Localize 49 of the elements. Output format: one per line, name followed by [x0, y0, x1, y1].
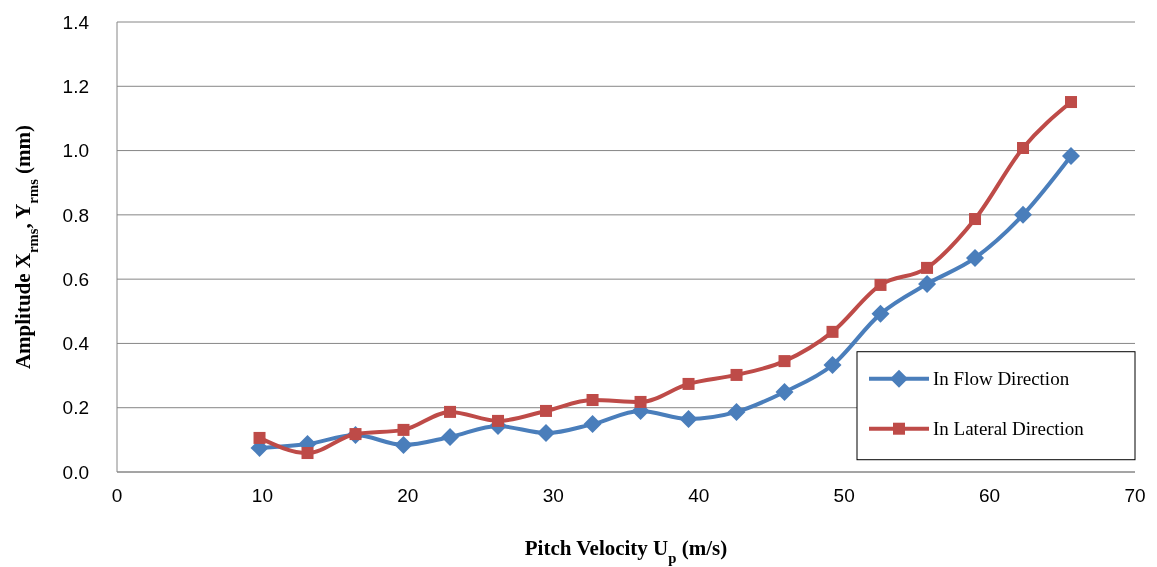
point: [775, 382, 794, 401]
point: [871, 304, 890, 323]
point: [778, 355, 791, 368]
y-tick-label: 0.2: [62, 397, 89, 419]
point: [1065, 96, 1078, 109]
point: [918, 274, 937, 293]
x-tick-label: 70: [1124, 485, 1146, 506]
x-tick-label: 30: [542, 485, 564, 506]
point: [823, 355, 842, 374]
x-tick-label: 0: [111, 485, 123, 506]
point: [492, 414, 505, 427]
y-tick-label: 0.4: [62, 333, 90, 355]
point: [441, 427, 460, 446]
point: [921, 261, 934, 274]
y-tick-label: 0.8: [62, 204, 89, 226]
point: [966, 248, 985, 267]
point: [394, 436, 413, 454]
point: [583, 415, 602, 434]
x-tick-label: 40: [688, 485, 710, 506]
point: [874, 278, 887, 291]
point: [682, 377, 695, 390]
point: [1014, 205, 1033, 224]
point: [586, 394, 599, 406]
point: [253, 431, 266, 444]
point: [1017, 142, 1030, 154]
point: [537, 424, 556, 443]
point: [397, 423, 410, 436]
point: [301, 447, 314, 460]
x-tick-label: 60: [979, 485, 1001, 506]
x-tick-label: 50: [833, 485, 855, 506]
point: [969, 213, 982, 226]
legend-label: In Flow Direction: [933, 368, 1070, 390]
y-tick-label: 1.2: [62, 75, 89, 97]
y-tick-label: 1.0: [62, 140, 89, 162]
legend-label: In Lateral Direction: [933, 418, 1085, 440]
point: [444, 405, 457, 418]
point: [540, 404, 553, 417]
point: [1062, 147, 1081, 166]
y-tick-label: 0.6: [62, 268, 89, 290]
point: [679, 409, 698, 428]
point: [826, 325, 839, 338]
point: [730, 368, 743, 381]
y-tick-label: 0.0: [62, 461, 89, 483]
x-tick-label: 20: [397, 485, 419, 506]
x-tick-label: 10: [251, 485, 273, 506]
point: [727, 402, 746, 421]
point: [634, 395, 647, 408]
y-tick-label: 1.4: [62, 11, 90, 33]
x-axis-title: Pitch Velocity U$_{p}$ (m/s): [524, 536, 728, 566]
